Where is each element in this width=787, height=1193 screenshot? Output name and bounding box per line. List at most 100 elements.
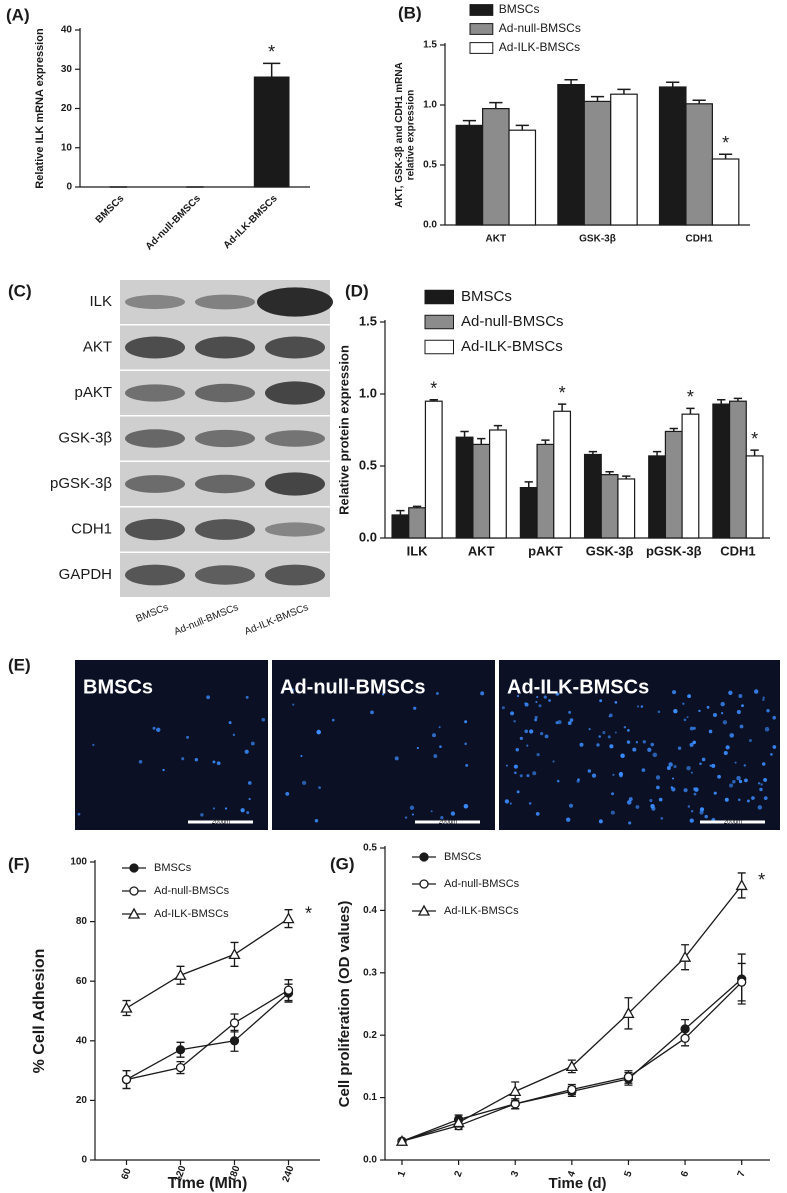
error-bar	[617, 88, 631, 95]
legend-label: BMSCs	[444, 851, 482, 863]
bar	[617, 478, 636, 539]
error-bar	[412, 505, 422, 508]
cell-dot	[540, 731, 544, 736]
cell-dot	[748, 739, 752, 742]
cell-dot	[626, 800, 632, 805]
error-bar	[564, 79, 578, 85]
cell-dot	[528, 802, 532, 805]
cell-dot	[626, 740, 631, 744]
y-axis-label: Relative protein expression	[336, 345, 351, 515]
blot-band	[125, 429, 185, 448]
cell-dot	[569, 718, 574, 722]
cell-dot	[623, 726, 627, 729]
cell-dot	[764, 726, 770, 732]
marker	[567, 1084, 577, 1095]
y-tick-label: 0.5	[363, 843, 377, 854]
cell-dot	[627, 729, 630, 732]
cell-dot	[729, 733, 735, 738]
cell-dot	[673, 708, 678, 714]
bar	[664, 430, 683, 539]
cell-dot	[689, 726, 694, 731]
cell-dot	[650, 803, 655, 809]
error-bar	[524, 481, 533, 488]
cell-dot	[687, 805, 691, 808]
cell-dot	[596, 743, 600, 747]
cell-dot	[536, 696, 539, 699]
cell-dot	[370, 710, 374, 715]
y-axis-label: Cell proliferation (OD values)	[336, 901, 353, 1108]
marker	[417, 904, 431, 916]
bar	[583, 453, 602, 539]
cell-dot	[713, 791, 717, 795]
bar	[685, 103, 713, 226]
error-bar	[489, 101, 503, 109]
x-axis-label: Time (Min)	[168, 1175, 248, 1192]
cell-dot	[668, 762, 673, 767]
error-bar	[462, 119, 477, 126]
cell-dot	[536, 752, 540, 757]
y-tick-label: 40	[61, 25, 73, 36]
cell-dot	[614, 731, 617, 734]
annotation: *	[758, 870, 765, 890]
cell-dot	[677, 746, 682, 750]
y-tick-label: 0.4	[363, 905, 377, 916]
annotation: *	[559, 383, 566, 403]
blot-band	[195, 294, 255, 310]
x-tick-label: GSK-3β	[579, 234, 616, 245]
cell-dot	[516, 694, 520, 698]
cell-dot	[692, 726, 696, 730]
cell-dot	[738, 779, 743, 784]
cell-dot	[635, 741, 639, 744]
cell-dot	[138, 759, 143, 764]
cell-dot	[244, 749, 249, 754]
cell-dot	[734, 761, 737, 764]
cell-dot	[741, 704, 744, 708]
marker	[228, 948, 241, 960]
cell-dot	[612, 773, 615, 776]
cell-dot	[763, 777, 768, 782]
marker	[509, 1085, 522, 1097]
cell-dot	[672, 690, 677, 695]
panel-label: (B)	[398, 3, 422, 22]
bar	[508, 129, 537, 226]
x-tick-label: Ad-null-BMSCs	[144, 193, 204, 253]
cell-dot	[464, 742, 467, 746]
cell-dot	[744, 778, 748, 783]
cell-dot	[682, 702, 685, 706]
cell-dot	[738, 693, 743, 698]
cell-dot	[543, 695, 547, 699]
cell-dot	[206, 695, 211, 700]
scale-label: 200um	[724, 820, 742, 826]
cell-dot	[723, 751, 728, 756]
cell-dot	[647, 747, 652, 752]
legend-swatch	[469, 4, 494, 16]
legend-swatch	[469, 23, 494, 35]
cell-dot	[620, 753, 625, 758]
marker	[175, 1062, 186, 1073]
micrograph	[499, 660, 780, 830]
cell-dot	[673, 765, 677, 769]
cell-dot	[598, 735, 601, 738]
cell-dot	[640, 705, 644, 708]
blot-band	[125, 475, 185, 493]
x-tick-label: AKT	[468, 543, 495, 558]
blot-band	[125, 518, 185, 541]
legend-label: Ad-null-BMSCs	[499, 21, 581, 35]
y-tick-label: 20	[76, 1095, 88, 1106]
cell-dot	[532, 771, 537, 776]
legend-label: Ad-null-BMSCs	[444, 878, 520, 890]
error-bar	[605, 471, 614, 475]
micrograph	[272, 660, 495, 830]
marker	[283, 985, 294, 995]
line	[126, 989, 289, 1081]
cell-dot	[534, 715, 538, 719]
cell-dot	[660, 816, 664, 820]
cell-dot	[200, 813, 204, 817]
blot-band	[195, 474, 255, 494]
error-bar	[429, 399, 438, 402]
scale-label: 200um	[439, 820, 457, 826]
x-tick-label: 6	[679, 1169, 691, 1178]
cell-dot	[529, 729, 534, 734]
cell-dot	[738, 798, 741, 802]
cell-dot	[514, 771, 517, 775]
